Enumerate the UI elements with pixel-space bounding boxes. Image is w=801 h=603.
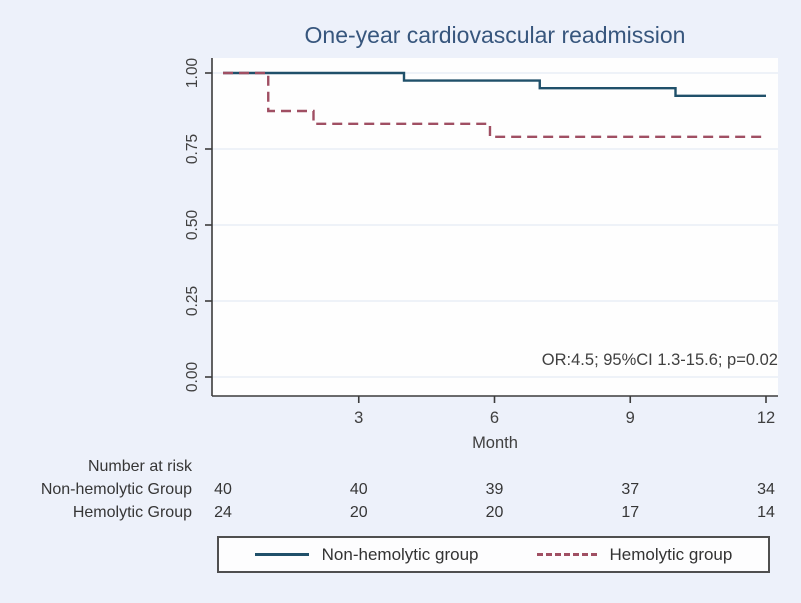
x-tick-label: 12 [757, 409, 775, 427]
x-tick-label: 9 [626, 409, 635, 427]
chart-title: One-year cardiovascular readmission [304, 22, 686, 48]
risk-count: 14 [757, 504, 775, 521]
legend-item: Non-hemolytic group [254, 544, 479, 565]
risk-row-label: Non-hemolytic Group [40, 481, 192, 498]
y-tick-label: 0.25 [184, 286, 201, 316]
risk-count: 37 [621, 481, 640, 498]
risk-table-header: Number at risk [87, 458, 192, 475]
y-tick-label: 0.00 [184, 362, 201, 393]
risk-count: 39 [485, 481, 504, 498]
dashed-line-sample-icon [536, 553, 597, 556]
legend-label: Non-hemolytic group [321, 544, 479, 564]
legend-item: Hemolytic group [536, 544, 733, 565]
y-tick-label: 0.50 [184, 210, 201, 241]
solid-line-sample-icon [254, 553, 309, 556]
series-line-hemolytic-group [223, 71, 766, 139]
risk-count: 24 [214, 504, 232, 521]
plot-area [212, 58, 778, 396]
stats-annotation: OR:4.5; 95%CI 1.3-15.6; p=0.02 [541, 351, 778, 369]
risk-row-label: Hemolytic Group [72, 504, 192, 521]
risk-count: 34 [757, 481, 775, 498]
risk-count: 40 [349, 481, 368, 498]
series-line-non-hemolytic-group [223, 71, 766, 98]
x-axis-label: Month [472, 434, 518, 452]
y-tick-label: 0.75 [184, 134, 201, 164]
legend: Non-hemolytic group Hemolytic group [217, 536, 770, 573]
x-tick-label: 6 [490, 409, 499, 427]
risk-count: 20 [485, 504, 504, 521]
risk-count: 17 [621, 504, 640, 521]
y-tick-label: 1.00 [184, 58, 201, 89]
legend-label: Hemolytic group [609, 544, 733, 564]
risk-count: 40 [214, 481, 232, 498]
risk-count: 20 [349, 504, 368, 521]
x-tick-label: 3 [354, 409, 363, 427]
